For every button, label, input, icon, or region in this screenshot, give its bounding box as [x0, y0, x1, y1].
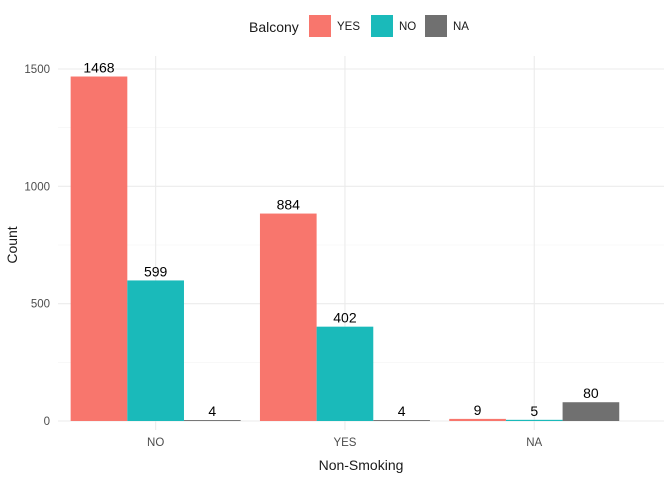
x-tick-label: YES — [333, 437, 356, 449]
legend-label: NA — [453, 21, 469, 33]
y-tick-label: 1000 — [24, 181, 50, 193]
data-label: 599 — [144, 263, 168, 279]
data-label: 402 — [333, 310, 357, 326]
bars — [70, 76, 620, 421]
data-label: 4 — [398, 403, 406, 419]
bar-yes-yes — [259, 213, 317, 421]
legend-label: NO — [399, 21, 416, 33]
bar-na-yes — [449, 418, 506, 421]
y-tick-label: 500 — [31, 299, 50, 311]
legend-key-no — [371, 15, 393, 37]
y-axis-ticks: 0 500 1000 1500 — [24, 64, 50, 428]
bar-no-yes — [70, 76, 128, 421]
y-tick-label: 1500 — [24, 64, 50, 76]
bar-yes-na — [373, 420, 430, 421]
data-label: 9 — [474, 402, 482, 418]
bar-no-no — [127, 280, 184, 421]
data-labels: 1468 884 9 599 402 5 4 4 80 — [83, 60, 599, 420]
y-tick-label: 0 — [44, 416, 50, 428]
data-label: 4 — [208, 403, 216, 419]
x-axis-ticks: NO YES NA — [147, 437, 543, 449]
legend-key-yes — [309, 15, 331, 37]
x-tick-label: NO — [147, 437, 164, 449]
bar-na-no — [505, 419, 563, 421]
y-axis-label: Count — [4, 226, 20, 263]
legend: Balcony YES NO NA — [249, 15, 469, 37]
legend-key-na — [425, 15, 447, 37]
bar-yes-no — [316, 326, 374, 421]
data-label: 5 — [530, 403, 538, 419]
data-label: 80 — [583, 385, 599, 401]
legend-label: YES — [337, 21, 360, 33]
data-label: 1468 — [83, 60, 114, 76]
bar-no-na — [183, 420, 241, 421]
data-label: 884 — [277, 197, 301, 213]
legend-title: Balcony — [249, 19, 299, 35]
bar-na-na — [562, 402, 620, 421]
x-tick-label: NA — [526, 437, 542, 449]
x-axis-label: Non-Smoking — [319, 457, 404, 473]
